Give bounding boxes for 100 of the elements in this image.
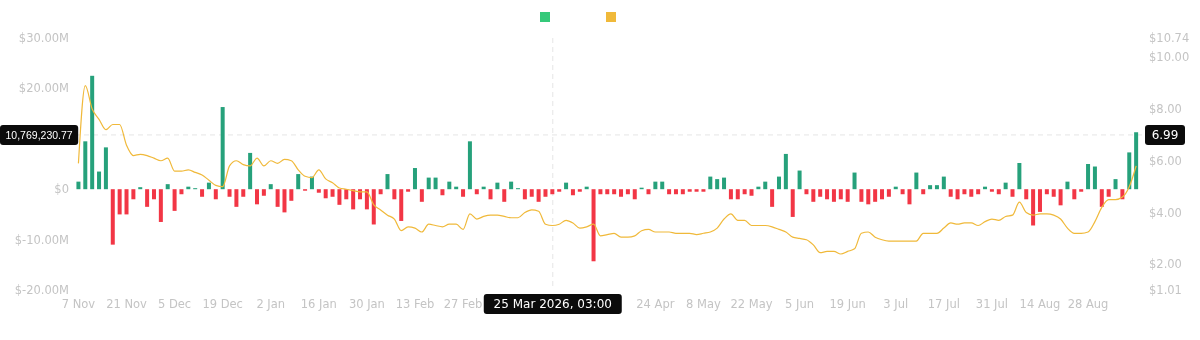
bar [200, 189, 205, 197]
bar [653, 181, 658, 190]
bar [309, 176, 314, 190]
x-tick-label: 19 Dec [202, 297, 243, 312]
bar [1051, 189, 1056, 197]
bar [467, 141, 472, 190]
x-tick-label: 24 Apr [636, 297, 675, 312]
bar [1037, 189, 1042, 212]
x-tick-label: 30 Jan [348, 297, 385, 312]
x-tick-label: 3 Jul [883, 297, 909, 312]
bar [282, 189, 287, 213]
bar [612, 189, 617, 195]
x-tick-label: 14 Aug [1019, 297, 1061, 312]
bar [323, 189, 328, 199]
y2-tick-label: $4.00 [1149, 205, 1182, 220]
bar [928, 185, 933, 190]
bar [804, 189, 809, 195]
bar [234, 189, 239, 207]
bar [406, 189, 411, 192]
bar [605, 189, 610, 195]
bar [138, 187, 143, 190]
bar [371, 189, 376, 225]
bar [76, 181, 81, 190]
bar [316, 189, 321, 193]
bar [110, 189, 115, 245]
bar [976, 189, 981, 195]
bar [989, 189, 994, 192]
bar [831, 189, 836, 202]
bar [632, 189, 637, 200]
bar [522, 189, 527, 200]
x-tick-label: 28 Aug [1067, 297, 1109, 312]
bar [797, 170, 802, 190]
bar [337, 189, 342, 205]
bar [715, 179, 720, 190]
bar [1058, 189, 1063, 206]
ref-line-label: 25 Mar 2026, 03:00 [493, 297, 612, 312]
bar [680, 189, 685, 195]
bar [660, 181, 665, 190]
bar [577, 189, 582, 192]
bar [742, 189, 747, 195]
bar [433, 177, 438, 190]
bar [907, 189, 912, 205]
bar [783, 153, 788, 190]
bar [955, 189, 960, 200]
bar [151, 189, 156, 200]
bar [1003, 182, 1008, 190]
bar [1065, 181, 1070, 190]
bar [625, 189, 630, 195]
bar [818, 189, 823, 197]
bar [859, 189, 864, 202]
y2-tick-label: $10.74 [1149, 31, 1190, 46]
bar [488, 189, 493, 200]
bar [667, 189, 672, 195]
bar [550, 189, 555, 195]
bar [962, 189, 967, 195]
bar [447, 181, 452, 190]
y2-tick-label: $1.01 [1149, 283, 1182, 298]
x-tick-label: 17 Jul [927, 297, 960, 312]
bar [419, 189, 424, 202]
bar [866, 189, 871, 205]
x-tick-label: 2 Jan [256, 297, 286, 312]
bar [852, 172, 857, 190]
bar [426, 177, 431, 190]
bar [255, 189, 260, 205]
bar [708, 176, 713, 190]
bar [838, 189, 843, 200]
bar [996, 189, 1001, 195]
bar [103, 147, 108, 190]
bar [502, 189, 507, 202]
bar [1079, 189, 1084, 192]
bar [770, 189, 775, 207]
bar [509, 181, 514, 190]
bar [90, 75, 95, 190]
bar [776, 176, 781, 190]
bar [591, 189, 596, 262]
bar [179, 189, 184, 195]
bar [206, 182, 211, 190]
bar [131, 189, 136, 200]
bar [1113, 179, 1118, 190]
bar [1134, 132, 1139, 190]
bar [378, 189, 383, 195]
bar [261, 189, 266, 196]
bar [392, 189, 397, 200]
bar [598, 189, 603, 195]
ref-line-label: 10,769,230.77 [5, 128, 73, 141]
bar [385, 174, 390, 190]
bar [749, 189, 754, 196]
bar [1031, 189, 1036, 226]
bar [536, 189, 541, 202]
bar [564, 182, 569, 190]
bar [227, 189, 232, 197]
bar [701, 189, 706, 192]
x-tick-label: 5 Dec [157, 297, 192, 312]
bar [1086, 164, 1091, 190]
bar [941, 176, 946, 190]
bar [1010, 189, 1015, 197]
bar [248, 152, 253, 190]
bar [646, 189, 651, 195]
y2-tick-label: $8.00 [1149, 101, 1182, 116]
bar [344, 189, 349, 200]
